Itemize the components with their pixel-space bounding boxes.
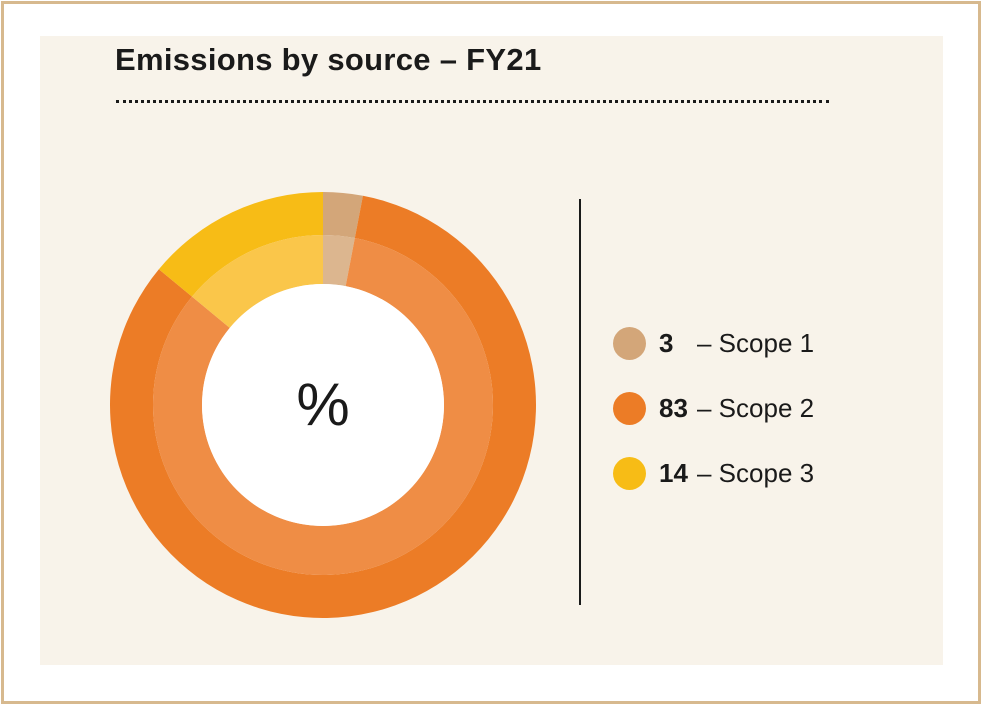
legend-label-scope-1: – Scope 1 bbox=[697, 327, 815, 358]
donut-slice-inner-scope-3 bbox=[192, 235, 323, 328]
donut-inner-ring bbox=[153, 235, 493, 575]
title-dotted-rule bbox=[116, 100, 829, 103]
donut-chart: % bbox=[110, 192, 536, 618]
legend-item-scope-2: 83 – Scope 2 bbox=[613, 390, 814, 426]
legend-divider bbox=[579, 199, 581, 605]
legend-value-scope-2: 83 bbox=[659, 392, 688, 423]
legend-swatch-scope-1 bbox=[613, 326, 646, 360]
legend-swatch-scope-2 bbox=[613, 391, 646, 425]
legend: 3 – Scope 1 83 – Scope 2 14 – Scope 3 bbox=[613, 325, 814, 520]
legend-item-scope-1: 3 – Scope 1 bbox=[613, 325, 814, 361]
donut-hole bbox=[202, 284, 444, 526]
legend-value-scope-3: 14 bbox=[659, 457, 688, 488]
center-unit-label: % bbox=[296, 371, 349, 438]
donut-slice-outer-scope-3 bbox=[158, 192, 323, 297]
legend-label-scope-2: – Scope 2 bbox=[697, 392, 815, 423]
legend-item-scope-3: 14 – Scope 3 bbox=[613, 455, 814, 491]
legend-swatch-scope-3 bbox=[613, 456, 646, 490]
donut-slice-inner-scope-1 bbox=[323, 235, 355, 287]
donut-outer-ring bbox=[110, 192, 536, 618]
legend-label-scope-3: – Scope 3 bbox=[697, 457, 815, 488]
chart-title: Emissions by source – FY21 bbox=[115, 42, 542, 77]
donut-slice-outer-scope-1 bbox=[323, 192, 363, 239]
legend-value-scope-1: 3 bbox=[659, 327, 674, 358]
